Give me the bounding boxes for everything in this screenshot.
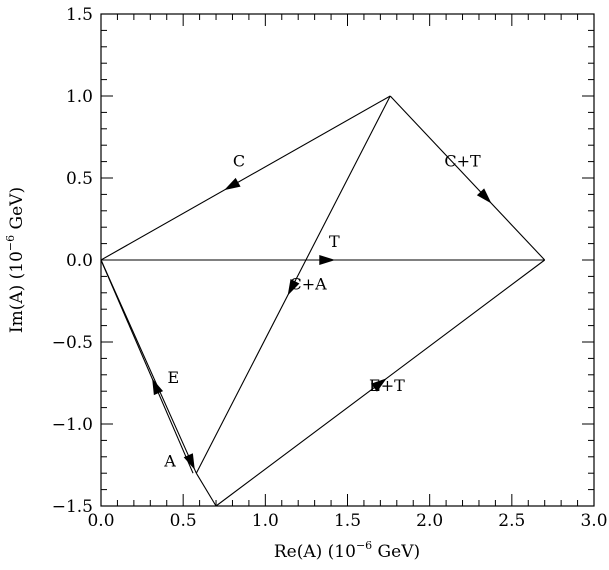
x-tick-label: 0.5 bbox=[170, 511, 197, 531]
y-tick-label: 1.0 bbox=[66, 87, 93, 107]
vector-label-c: C bbox=[233, 152, 245, 171]
vector-label-e: E bbox=[167, 368, 179, 387]
x-tick-label: 1.5 bbox=[334, 511, 361, 531]
vector-c-plus-a-arrowhead bbox=[287, 278, 300, 296]
vector-c-plus-t bbox=[389, 95, 546, 261]
y-axis-title: Im(A) (10−6 GeV) bbox=[4, 187, 27, 333]
vector-c bbox=[100, 95, 391, 261]
vector-a bbox=[100, 259, 197, 474]
y-tick-label: −1.0 bbox=[52, 415, 93, 435]
vector-label-t: T bbox=[329, 232, 340, 251]
y-tick-label: 0.5 bbox=[66, 169, 93, 189]
vector-label-e-plus-t: E+T bbox=[369, 376, 405, 395]
vector-label-c-plus-t: C+T bbox=[444, 152, 481, 171]
vector-c-arrowhead bbox=[224, 177, 241, 191]
vector-t-arrowhead bbox=[319, 255, 336, 265]
axis-ticks bbox=[100, 13, 595, 507]
x-tick-label: 2.5 bbox=[498, 511, 525, 531]
tick-labels: 0.0 0.5 1.0 1.5 2.0 2.5 3.0 −1.5 −1.0 −0.5 0.0 0.5 1… bbox=[52, 5, 608, 531]
x-tick-label: 0.0 bbox=[87, 511, 114, 531]
x-tick-label: 3.0 bbox=[580, 511, 607, 531]
x-tick-label: 1.0 bbox=[252, 511, 279, 531]
vector-label-c-plus-a: C+A bbox=[289, 275, 327, 294]
vector-labels: C C+T T C+A E A E+T bbox=[163, 152, 481, 471]
y-tick-label: −0.5 bbox=[52, 333, 93, 353]
x-axis-title: Re(A) (10−6 GeV) bbox=[274, 539, 420, 562]
y-tick-label: −1.5 bbox=[52, 497, 93, 517]
vector-e-plus-t-arrowhead bbox=[370, 378, 387, 392]
connector-segment bbox=[195, 472, 217, 507]
vector-a-arrowhead bbox=[183, 453, 195, 470]
x-tick-label: 2.0 bbox=[416, 511, 443, 531]
vector-label-a: A bbox=[163, 452, 176, 471]
vector-diagram bbox=[100, 95, 546, 507]
y-tick-label: 1.5 bbox=[66, 5, 93, 25]
vector-c-plus-t-arrowhead bbox=[476, 188, 492, 204]
y-tick-label: 0.0 bbox=[66, 251, 93, 271]
